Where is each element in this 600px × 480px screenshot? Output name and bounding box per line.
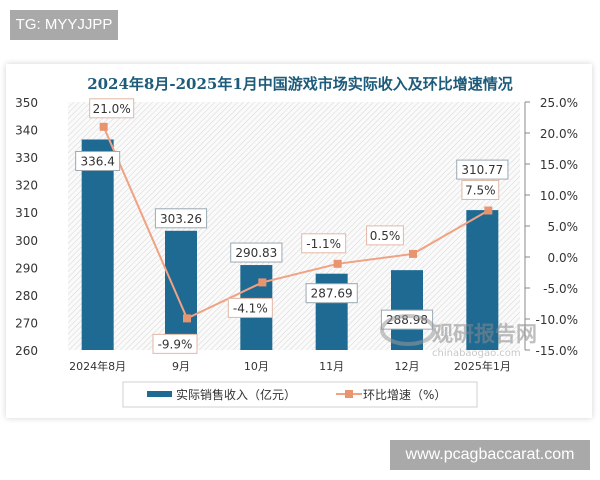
- line-marker: [333, 259, 342, 268]
- x-tick-label: 12月: [395, 360, 420, 373]
- bar-data-label: 310.77: [461, 163, 503, 177]
- bar: [165, 230, 197, 350]
- chart-title: 2024年8月-2025年1月中国游戏市场实际收入及环比增速情况: [87, 75, 513, 93]
- bar-data-label-box: [75, 150, 121, 171]
- y-left-tick-label: 300: [15, 234, 38, 248]
- bar-data-label-box: [380, 309, 434, 330]
- legend-bar-label: 实际销售收入（亿元）: [176, 387, 296, 402]
- y-left-tick-label: 350: [15, 96, 38, 110]
- line-data-label-box: [89, 98, 135, 119]
- y-right-tick-label: 10.0%: [540, 189, 578, 203]
- legend-line-label: 环比增速（%）: [363, 388, 446, 402]
- y-left-tick-label: 320: [15, 179, 38, 193]
- y-right-tick-label: -10.0%: [536, 313, 578, 327]
- y-right-tick-label: 15.0%: [540, 158, 578, 172]
- line-data-label-box: [366, 225, 404, 246]
- y-right-tick-label: -5.0%: [543, 282, 578, 296]
- x-tick-label: 2025年1月: [454, 359, 511, 373]
- line-data-label-box: [461, 180, 500, 200]
- line-data-label: 0.5%: [370, 229, 401, 243]
- line-data-label: 7.5%: [465, 184, 496, 198]
- legend-line-marker: [345, 390, 353, 398]
- y-left-tick-label: 260: [15, 344, 38, 358]
- watermark-bottom-right: www.pcagbaccarat.com: [390, 440, 590, 470]
- logo-watermark: 观研报告网 chinabaogao.com: [380, 314, 537, 359]
- line-marker: [409, 249, 417, 258]
- line-series: [102, 126, 489, 320]
- line-marker: [258, 278, 267, 287]
- x-tick-label: 11月: [319, 360, 344, 373]
- line-data-label-box: [227, 297, 273, 318]
- y-right-tick-label: 20.0%: [540, 127, 578, 141]
- y-left-tick-label: 280: [15, 289, 38, 303]
- logo-url-text: chinabaogao.com: [432, 348, 521, 359]
- line-marker: [484, 206, 493, 215]
- line-marker: [183, 314, 191, 323]
- bar-data-label: 336.4: [80, 154, 114, 168]
- line-marker: [99, 122, 108, 131]
- bar-data-label-box: [230, 242, 283, 263]
- bar-data-label-box: [456, 159, 509, 180]
- bar-data-label: 303.26: [160, 212, 202, 226]
- x-tick-label: 9月: [172, 360, 190, 373]
- plot-area: [68, 102, 520, 350]
- watermark-top-left: TG: MYYJJPP: [10, 10, 118, 40]
- line-data-label: 21.0%: [93, 102, 131, 116]
- bar: [81, 139, 114, 350]
- line-data-label: -1.1%: [306, 237, 341, 251]
- bar: [466, 210, 499, 350]
- y-left-tick-label: 310: [15, 206, 38, 220]
- line-data-label: -4.1%: [233, 301, 268, 315]
- y-left-tick-label: 330: [15, 151, 38, 165]
- x-tick-label: 2024年8月: [69, 359, 126, 373]
- y-right-tick-label: -15.0%: [536, 344, 578, 358]
- y-right-tick-label: 5.0%: [548, 220, 579, 234]
- line-data-label-box: [152, 333, 198, 354]
- legend: 实际销售收入（亿元） 环比增速（%）: [122, 381, 478, 408]
- y-right-tick-label: 25.0%: [540, 96, 578, 110]
- y-right-tick-label: 0.0%: [548, 251, 579, 265]
- y-left-tick-label: 340: [15, 124, 38, 138]
- y-left-tick-label: 270: [15, 316, 38, 330]
- bar-data-label-box: [154, 208, 208, 229]
- line-data-label: -9.9%: [158, 337, 193, 351]
- x-tick-label: 10月: [244, 360, 269, 373]
- bar-data-label: 290.83: [235, 246, 277, 260]
- legend-bar-swatch: [147, 391, 172, 397]
- y-left-tick-label: 290: [15, 261, 38, 275]
- line-data-label-box: [301, 233, 347, 254]
- logo-text: 观研报告网: [432, 322, 537, 346]
- bar-data-label: 287.69: [311, 287, 353, 301]
- bar-data-label-box: [305, 283, 358, 304]
